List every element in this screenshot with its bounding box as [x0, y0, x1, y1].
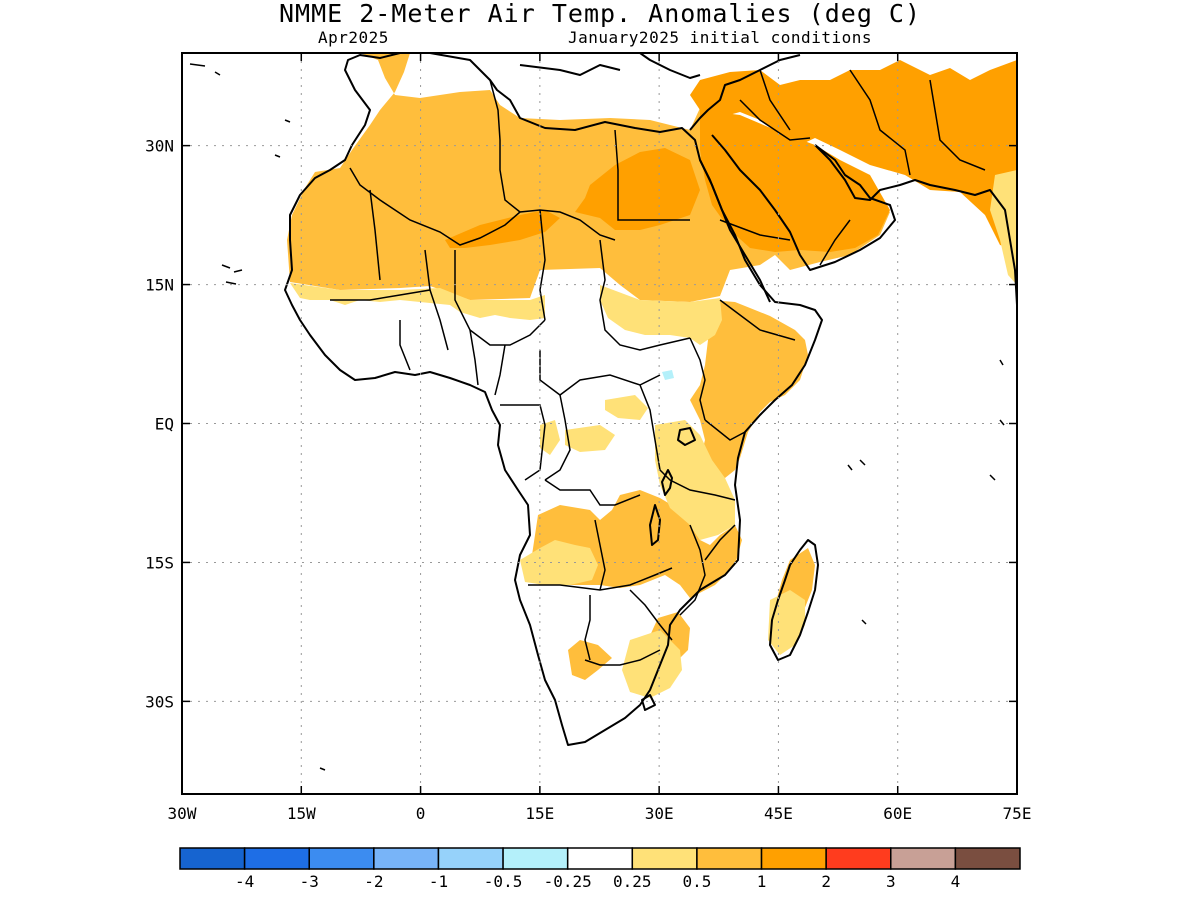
colorbar-swatch	[825, 847, 892, 870]
lon-label: 45E	[764, 804, 793, 823]
lat-label: 15S	[145, 553, 174, 572]
colorbar-swatch	[243, 847, 310, 870]
latitude-labels: 30N 15N EQ 15S 30S	[145, 137, 174, 712]
colorbar-swatch	[502, 847, 569, 870]
colorbar	[179, 847, 1021, 870]
forecast-month: Apr2025	[318, 28, 389, 47]
colorbar-label: -0.25	[544, 872, 592, 891]
colorbar-label: -0.5	[484, 872, 523, 891]
lon-label: 0	[416, 804, 426, 823]
lat-label: EQ	[155, 415, 174, 434]
colorbar-swatch	[890, 847, 957, 870]
colorbar-swatch	[437, 847, 504, 870]
lon-label: 15E	[525, 804, 554, 823]
axis-ticks	[181, 53, 1018, 794]
anomaly-shading-light-blue	[662, 370, 674, 380]
colorbar-swatch	[308, 847, 375, 870]
colorbar-labels: -4 -3 -2 -1 -0.5 -0.25 0.25 0.5 1 2 3 4	[235, 872, 960, 891]
lon-label: 75E	[1003, 804, 1032, 823]
colorbar-label: 4	[951, 872, 961, 891]
colorbar-swatch	[696, 847, 763, 870]
country-borders	[330, 69, 986, 666]
anomaly-shading-dark-orange	[445, 53, 1017, 252]
colorbar-swatch	[179, 847, 246, 870]
colorbar-swatch	[760, 847, 827, 870]
madagascar	[769, 539, 819, 661]
colorbar-label: 3	[886, 872, 896, 891]
longitude-labels: 30W 15W 0 15E 30E 45E 60E 75E	[168, 804, 1032, 823]
lat-label: 30N	[145, 137, 174, 156]
colorbar-label: -2	[364, 872, 383, 891]
gridlines	[182, 53, 1017, 794]
lon-label: 30W	[168, 804, 197, 823]
colorbar-swatch	[631, 847, 698, 870]
map-plot-area	[189, 53, 1017, 771]
lon-label: 15W	[287, 804, 316, 823]
initial-conditions: January2025 initial conditions	[568, 28, 872, 47]
colorbar-label: -1	[429, 872, 448, 891]
colorbar-label: 0.25	[613, 872, 652, 891]
colorbar-label: 1	[757, 872, 767, 891]
colorbar-swatch	[373, 847, 440, 870]
colorbar-swatch	[566, 847, 634, 870]
map-title: NMME 2-Meter Air Temp. Anomalies (deg C)	[278, 0, 922, 28]
colorbar-label: -4	[235, 872, 254, 891]
colorbar-label: 2	[821, 872, 831, 891]
islands	[189, 63, 1005, 771]
lat-label: 30S	[145, 692, 174, 711]
lon-label: 60E	[883, 804, 912, 823]
colorbar-label: 0.5	[682, 872, 711, 891]
lat-label: 15N	[145, 276, 174, 295]
lon-label: 30E	[645, 804, 674, 823]
colorbar-swatch	[954, 847, 1021, 870]
colorbar-label: -3	[300, 872, 319, 891]
